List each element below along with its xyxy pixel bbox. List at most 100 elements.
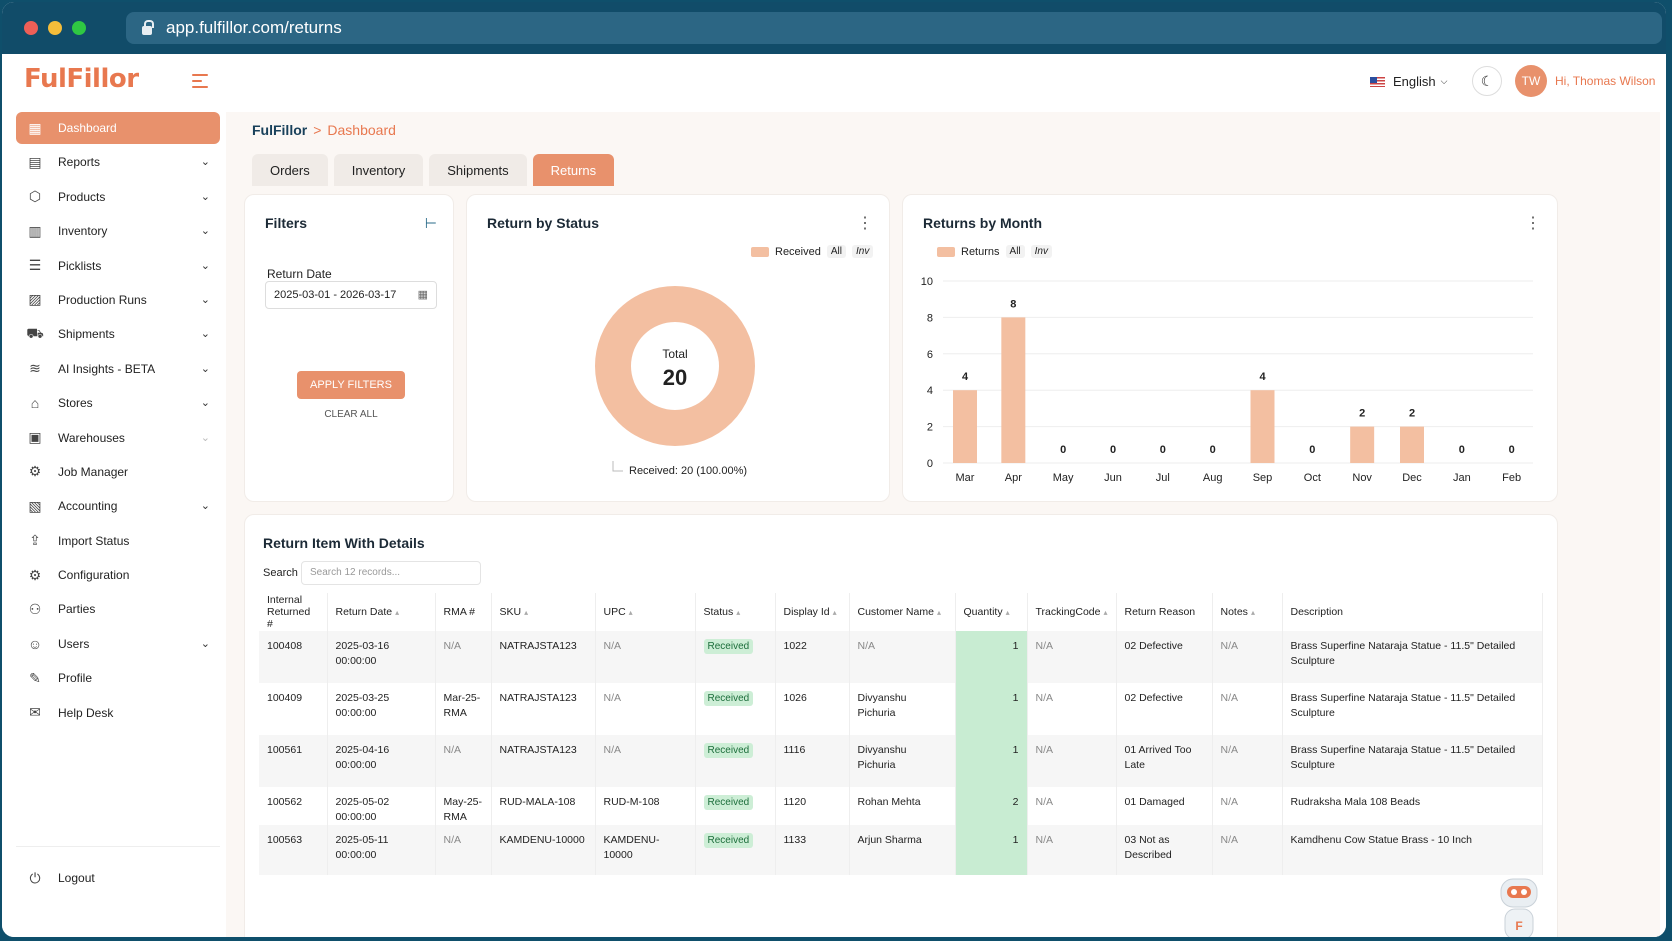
chevron-down-icon[interactable]: ⌄ <box>200 431 210 444</box>
chevron-down-icon[interactable]: ⌄ <box>200 362 210 375</box>
chevron-down-icon[interactable]: ⌄ <box>200 293 210 306</box>
menu-toggle-icon[interactable] <box>192 74 208 88</box>
return-date-input[interactable]: 2025-03-01 - 2026-03-17 ▦ <box>265 281 437 309</box>
more-options-icon[interactable]: ⋮ <box>1525 215 1541 232</box>
sidebar-item-inventory[interactable]: ▥ Inventory ⌄ <box>16 215 220 247</box>
maximize-window-button[interactable] <box>72 21 86 35</box>
column-header[interactable]: Customer Name ▴ <box>849 593 956 631</box>
tab-orders[interactable]: Orders <box>252 154 328 186</box>
sidebar-item-dashboard[interactable]: ▦ Dashboard <box>16 112 220 144</box>
column-header[interactable]: Status ▴ <box>695 593 776 631</box>
column-header[interactable]: SKU ▴ <box>491 593 596 631</box>
sidebar-item-profile[interactable]: ✎ Profile <box>16 662 220 694</box>
language-selector[interactable]: English ⌵ <box>1370 74 1447 89</box>
sidebar-item-reports[interactable]: ▤ Reports ⌄ <box>16 146 220 178</box>
sort-icon[interactable]: ▴ <box>628 608 633 617</box>
sort-icon[interactable]: ▴ <box>936 608 941 617</box>
column-header[interactable]: UPC ▴ <box>595 593 696 631</box>
brand-logo[interactable]: FulFillor <box>24 64 139 94</box>
sidebar-item-help-desk[interactable]: ✉ Help Desk <box>16 697 220 729</box>
chevron-down-icon[interactable]: ⌄ <box>200 328 210 341</box>
pill-all[interactable]: All <box>826 245 846 258</box>
tab-returns[interactable]: Returns <box>532 154 615 186</box>
column-header[interactable]: Quantity ▴ <box>955 593 1028 631</box>
table-cell: 2025-03-16 00:00:00 <box>327 631 436 683</box>
column-header[interactable]: TrackingCode ▴ <box>1027 593 1117 631</box>
column-header[interactable]: Return Date ▴ <box>327 593 436 631</box>
chevron-down-icon[interactable]: ⌄ <box>200 397 210 410</box>
breadcrumb-current: Dashboard <box>327 122 396 138</box>
clear-all-button[interactable]: CLEAR ALL <box>324 409 378 420</box>
sort-icon[interactable]: ▴ <box>524 608 529 617</box>
truck-icon: ⛟ <box>26 324 44 341</box>
pill-inv[interactable]: Inv <box>851 245 874 258</box>
sidebar-item-accounting[interactable]: ▧ Accounting ⌄ <box>16 490 220 522</box>
sidebar-item-import-status[interactable]: ⇪ Import Status <box>16 525 220 557</box>
address-bar[interactable]: app.fulfillor.com/returns <box>126 12 1662 44</box>
sidebar-item-parties[interactable]: ⚇ Parties <box>16 593 220 625</box>
chevron-down-icon[interactable]: ⌄ <box>200 637 210 650</box>
search-input[interactable]: Search 12 records... <box>301 561 481 585</box>
sort-icon[interactable]: ▴ <box>1103 608 1108 617</box>
sidebar-item-configuration[interactable]: ⚙ Configuration <box>16 559 220 591</box>
table-row[interactable]: 100563 2025-05-11 00:00:00 N/A KAMDENU-1000… <box>259 825 1543 875</box>
minimize-window-button[interactable] <box>48 21 62 35</box>
chevron-down-icon[interactable]: ⌄ <box>200 225 210 238</box>
sidebar-item-production-runs[interactable]: ▨ Production Runs ⌄ <box>16 284 220 316</box>
chevron-down-icon[interactable]: ⌄ <box>200 500 210 513</box>
table-row[interactable]: 100562 2025-05-02 00:00:00 May-25-RMA RUD-M… <box>259 787 1543 825</box>
sidebar-item-users[interactable]: ☺ Users ⌄ <box>16 628 220 660</box>
bar-mar[interactable] <box>953 390 977 463</box>
sort-icon[interactable]: ▴ <box>1250 608 1255 617</box>
table-cell: Arjun Sharma <box>849 825 956 875</box>
logout-button[interactable]: ⏻ Logout <box>26 869 94 887</box>
tab-inventory[interactable]: Inventory <box>333 154 424 186</box>
table-row[interactable]: 100561 2025-04-16 00:00:00 N/A NATRAJSTA123… <box>259 735 1543 787</box>
column-header[interactable]: Description <box>1282 593 1543 631</box>
column-header[interactable]: Return Reason <box>1116 593 1213 631</box>
pill-inv[interactable]: Inv <box>1030 245 1052 258</box>
apply-filters-button[interactable]: APPLY FILTERS <box>297 371 405 399</box>
avatar[interactable]: TW <box>1515 65 1547 97</box>
sort-icon[interactable]: ▴ <box>1005 608 1010 617</box>
bar-nov[interactable] <box>1350 426 1375 463</box>
legend-label[interactable]: Returns <box>961 245 1000 258</box>
tab-shipments[interactable]: Shipments <box>429 154 527 186</box>
chevron-down-icon[interactable]: ⌄ <box>200 259 210 272</box>
column-header[interactable]: Internal Returned # <box>259 593 328 631</box>
sort-icon[interactable]: ▴ <box>395 608 400 617</box>
column-header[interactable]: RMA # <box>435 593 492 631</box>
bar-dec[interactable] <box>1400 426 1424 463</box>
dark-mode-toggle[interactable]: ☾ <box>1472 66 1502 96</box>
bar-apr[interactable] <box>1001 317 1026 463</box>
chevron-down-icon[interactable]: ⌄ <box>200 156 210 169</box>
column-header[interactable]: Display Id ▴ <box>775 593 850 631</box>
sort-icon[interactable]: ▴ <box>832 608 837 617</box>
chevron-down-icon[interactable]: ⌄ <box>200 190 210 203</box>
table-row[interactable]: 100409 2025-03-25 00:00:00 Mar-25-RMA NATRA… <box>259 683 1543 735</box>
legend-label[interactable]: Received <box>775 245 821 258</box>
sidebar-item-picklists[interactable]: ☰ Picklists ⌄ <box>16 250 220 282</box>
sidebar-item-warehouses[interactable]: ▣ Warehouses ⌄ <box>16 422 220 454</box>
sidebar-item-stores[interactable]: ⌂ Stores ⌄ <box>16 387 220 419</box>
bar-sep[interactable] <box>1250 390 1275 463</box>
chat-bot-icon[interactable]: F <box>1491 873 1547 937</box>
app: FulFillor English ⌵ ☾ TW Hi, Thomas Wils… <box>2 54 1666 937</box>
more-options-icon[interactable]: ⋮ <box>857 215 873 232</box>
sidebar-item-shipments[interactable]: ⛟ Shipments ⌄ <box>16 318 220 350</box>
sidebar-item-products[interactable]: ⬡ Products ⌄ <box>16 181 220 213</box>
close-window-button[interactable] <box>24 21 38 35</box>
sort-icon[interactable]: ▴ <box>736 608 741 617</box>
sidebar-item-job-manager[interactable]: ⚙ Job Manager <box>16 456 220 488</box>
pill-all[interactable]: All <box>1005 245 1025 258</box>
breadcrumb-root[interactable]: FulFillor <box>252 122 308 138</box>
column-header[interactable]: Notes ▴ <box>1212 593 1283 631</box>
lock-icon <box>142 19 154 35</box>
cell-value: 100562 <box>267 796 303 808</box>
donut-slice-received[interactable] <box>595 286 755 446</box>
sidebar-item-ai-insights-beta[interactable]: ≋ AI Insights - BETA ⌄ <box>16 353 220 385</box>
table-row[interactable]: 100408 2025-03-16 00:00:00 N/A NATRAJSTA123… <box>259 631 1543 683</box>
filter-toggle-icon[interactable]: ⊢ <box>424 215 437 231</box>
user-greeting[interactable]: Hi, Thomas Wilson <box>1555 74 1656 88</box>
calendar-icon[interactable]: ▦ <box>417 289 428 301</box>
